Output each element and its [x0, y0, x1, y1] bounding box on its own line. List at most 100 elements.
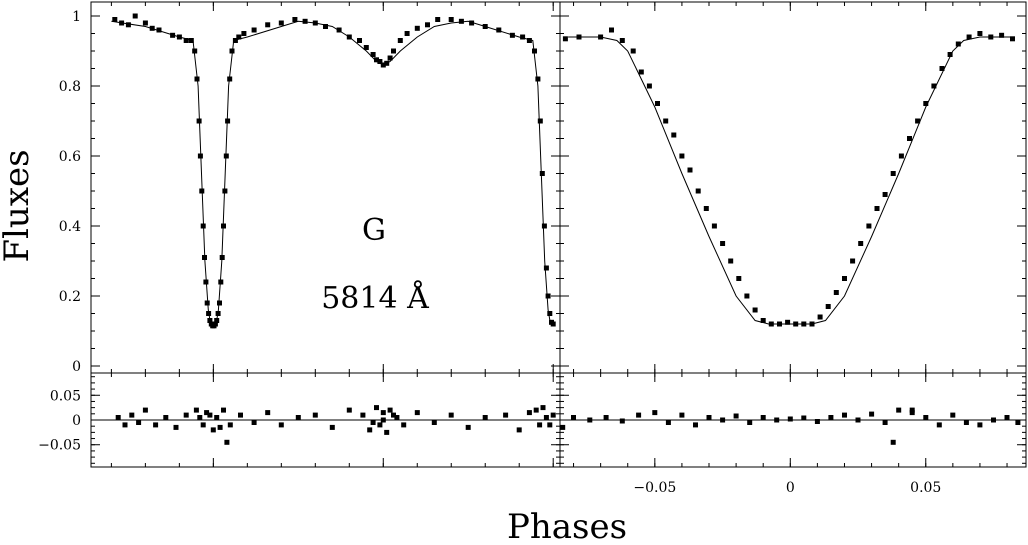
data-point	[251, 27, 257, 33]
data-point	[214, 318, 220, 323]
data-point	[532, 48, 537, 54]
residual-point	[540, 405, 546, 411]
data-point	[482, 24, 488, 29]
data-point	[695, 188, 701, 194]
residual-point	[636, 412, 642, 418]
residual-point	[896, 407, 902, 413]
residual-point	[936, 422, 942, 428]
data-point	[890, 171, 896, 176]
residual-point	[278, 422, 284, 428]
residual-point	[193, 407, 199, 413]
data-point	[535, 76, 541, 82]
y-tick-label: −0.05	[38, 438, 81, 454]
model-curve	[568, 36, 1013, 325]
residual-point	[869, 411, 875, 417]
data-point	[132, 13, 138, 19]
data-point	[183, 38, 189, 43]
data-point	[850, 258, 856, 264]
residual-point	[537, 422, 543, 428]
residual-point	[374, 405, 379, 411]
residual-point	[380, 410, 386, 416]
residual-point	[384, 429, 390, 435]
y-tick-label: 0.8	[59, 79, 81, 95]
residual-point	[122, 422, 128, 428]
data-point	[336, 27, 342, 33]
data-point	[377, 59, 383, 64]
data-point	[768, 321, 774, 327]
data-point	[223, 153, 229, 159]
y-tick-label: 0.6	[59, 149, 81, 165]
residual-point	[560, 424, 566, 430]
residual-point	[547, 422, 553, 428]
data-point	[638, 69, 644, 75]
residual-point	[923, 415, 929, 420]
data-point	[882, 192, 888, 197]
data-point	[241, 31, 247, 36]
data-point	[655, 101, 660, 106]
residual-point	[760, 415, 766, 420]
data-point	[609, 27, 614, 33]
data-point	[539, 171, 545, 176]
residual-point	[183, 412, 189, 418]
residual-point	[227, 422, 233, 428]
data-point	[801, 321, 807, 327]
data-point	[469, 20, 475, 26]
residual-point	[619, 418, 625, 424]
residual-point	[733, 413, 739, 419]
data-point	[188, 38, 194, 43]
data-point	[414, 25, 420, 31]
data-point	[939, 66, 945, 71]
data-point	[227, 76, 233, 82]
data-point	[576, 34, 582, 40]
data-point	[785, 319, 791, 325]
residual-point	[238, 412, 243, 418]
data-point	[219, 255, 225, 260]
residual-point	[129, 412, 135, 418]
residual-point	[503, 412, 509, 418]
residual-point	[516, 427, 522, 433]
data-point	[125, 22, 131, 28]
residual-point	[882, 420, 888, 425]
residual-point	[380, 417, 386, 423]
residual-point	[603, 415, 609, 420]
data-point	[448, 17, 454, 22]
residual-point	[1004, 415, 1010, 420]
residual-point	[890, 439, 896, 445]
data-point	[370, 52, 376, 57]
data-point	[192, 48, 198, 54]
data-point	[200, 223, 206, 229]
data-point	[526, 38, 532, 43]
residual-point	[210, 427, 216, 433]
annotation-wavelength: 5814 Å	[321, 280, 429, 316]
residual-point	[221, 407, 226, 413]
residual-point	[550, 412, 556, 418]
residual-point	[706, 415, 712, 420]
panel-frame-zoom	[559, 1, 1027, 374]
data-point	[711, 223, 717, 229]
data-point	[206, 311, 212, 316]
data-point	[278, 20, 284, 26]
residual-point	[360, 412, 366, 418]
data-point	[374, 57, 379, 63]
data-point	[496, 27, 502, 33]
residual-point	[204, 410, 210, 416]
residual-point	[679, 412, 685, 418]
data-point	[955, 41, 961, 47]
data-point	[302, 18, 308, 24]
residual-point	[950, 412, 956, 418]
residual-point	[787, 416, 793, 422]
data-point	[391, 48, 396, 54]
data-point	[752, 307, 758, 313]
data-point	[833, 290, 839, 295]
data-point	[384, 60, 390, 66]
data-point	[212, 321, 218, 327]
y-tick-label: 0	[72, 359, 81, 375]
residual-point	[214, 415, 220, 420]
residual-point	[265, 410, 271, 416]
residual-point	[855, 417, 861, 423]
data-point	[825, 304, 831, 309]
y-axis-title: Fluxes	[0, 149, 37, 262]
data-point	[215, 311, 221, 316]
data-point	[858, 241, 864, 246]
residual-point	[251, 420, 257, 425]
